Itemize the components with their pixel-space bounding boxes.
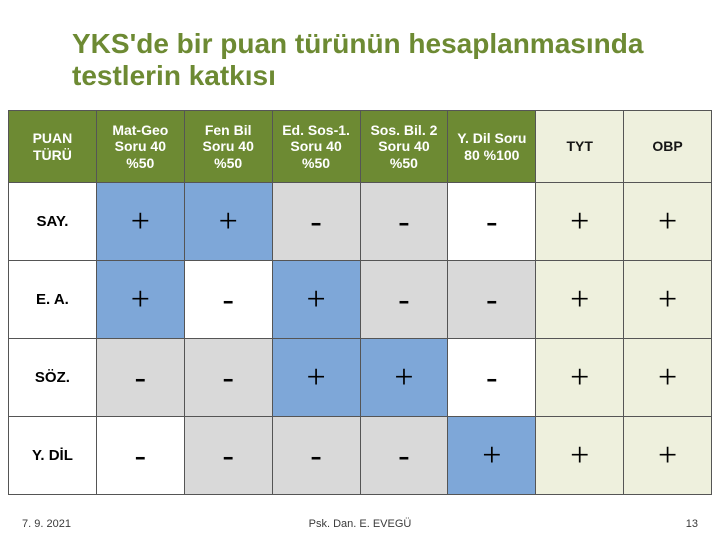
table-row: SÖZ.--++-++	[9, 339, 712, 417]
cell: -	[272, 183, 360, 261]
cell: -	[184, 261, 272, 339]
cell: -	[360, 183, 448, 261]
cell: -	[360, 261, 448, 339]
cell: +	[624, 261, 712, 339]
slide-title: YKS'de bir puan türünün hesaplanmasında …	[0, 28, 720, 110]
cell: +	[272, 339, 360, 417]
slide: YKS'de bir puan türünün hesaplanmasında …	[0, 0, 720, 540]
cell: +	[184, 183, 272, 261]
row-label: Y. DİL	[9, 417, 97, 495]
col-header-6: TYT	[536, 111, 624, 183]
cell: -	[272, 417, 360, 495]
cell: +	[96, 183, 184, 261]
col-header-1: Mat-Geo Soru 40 %50	[96, 111, 184, 183]
cell: +	[536, 417, 624, 495]
table-header-row: PUAN TÜRÜMat-Geo Soru 40 %50Fen Bil Soru…	[9, 111, 712, 183]
cell: +	[360, 339, 448, 417]
col-header-2: Fen Bil Soru 40 %50	[184, 111, 272, 183]
row-label: E. A.	[9, 261, 97, 339]
col-header-3: Ed. Sos-1. Soru 40 %50	[272, 111, 360, 183]
cell: -	[448, 261, 536, 339]
col-header-5: Y. Dil Soru 80 %100	[448, 111, 536, 183]
row-label: SÖZ.	[9, 339, 97, 417]
cell: +	[624, 339, 712, 417]
cell: -	[360, 417, 448, 495]
cell: -	[448, 339, 536, 417]
cell: -	[96, 339, 184, 417]
footer-author: Psk. Dan. E. EVEGÜ	[309, 518, 412, 530]
table-row: SAY.++---++	[9, 183, 712, 261]
cell: +	[536, 261, 624, 339]
cell: -	[448, 183, 536, 261]
cell: -	[184, 339, 272, 417]
table-row: E. A.+-+--++	[9, 261, 712, 339]
cell: +	[624, 183, 712, 261]
cell: -	[184, 417, 272, 495]
cell: +	[536, 339, 624, 417]
col-header-7: OBP	[624, 111, 712, 183]
cell: +	[448, 417, 536, 495]
cell: +	[96, 261, 184, 339]
col-header-4: Sos. Bil. 2 Soru 40 %50	[360, 111, 448, 183]
contribution-table: PUAN TÜRÜMat-Geo Soru 40 %50Fen Bil Soru…	[8, 110, 712, 495]
table-body: SAY.++---++E. A.+-+--++SÖZ.--++-++Y. DİL…	[9, 183, 712, 495]
footer-page-number: 13	[686, 518, 698, 530]
row-label: SAY.	[9, 183, 97, 261]
cell: +	[536, 183, 624, 261]
col-header-0: PUAN TÜRÜ	[9, 111, 97, 183]
table-row: Y. DİL----+++	[9, 417, 712, 495]
cell: +	[624, 417, 712, 495]
table-container: PUAN TÜRÜMat-Geo Soru 40 %50Fen Bil Soru…	[0, 110, 720, 495]
cell: +	[272, 261, 360, 339]
footer-date: 7. 9. 2021	[22, 518, 71, 530]
cell: -	[96, 417, 184, 495]
